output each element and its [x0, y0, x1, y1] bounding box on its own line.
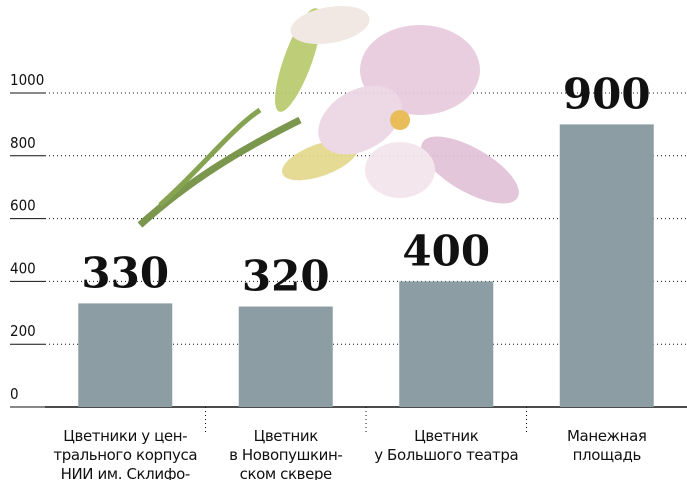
y-tick-label: 200	[10, 322, 36, 340]
bar	[78, 303, 172, 407]
y-tick-label: 800	[10, 134, 36, 152]
flower-decoration	[140, 0, 529, 225]
value-label: 330	[81, 248, 169, 297]
value-label: 320	[242, 252, 330, 301]
chart: 0 200 400 600 800 1000 330 Цветники у цен-траль…	[0, 0, 687, 480]
y-tick-label: 600	[10, 197, 36, 215]
bar	[239, 307, 333, 407]
bar	[560, 124, 654, 407]
bar	[399, 281, 493, 407]
y-tick-label: 1000	[10, 71, 44, 89]
y-tick-label: 400	[10, 259, 36, 277]
value-label: 400	[402, 226, 490, 275]
value-label: 900	[563, 69, 651, 118]
y-tick-label: 0	[10, 385, 19, 403]
